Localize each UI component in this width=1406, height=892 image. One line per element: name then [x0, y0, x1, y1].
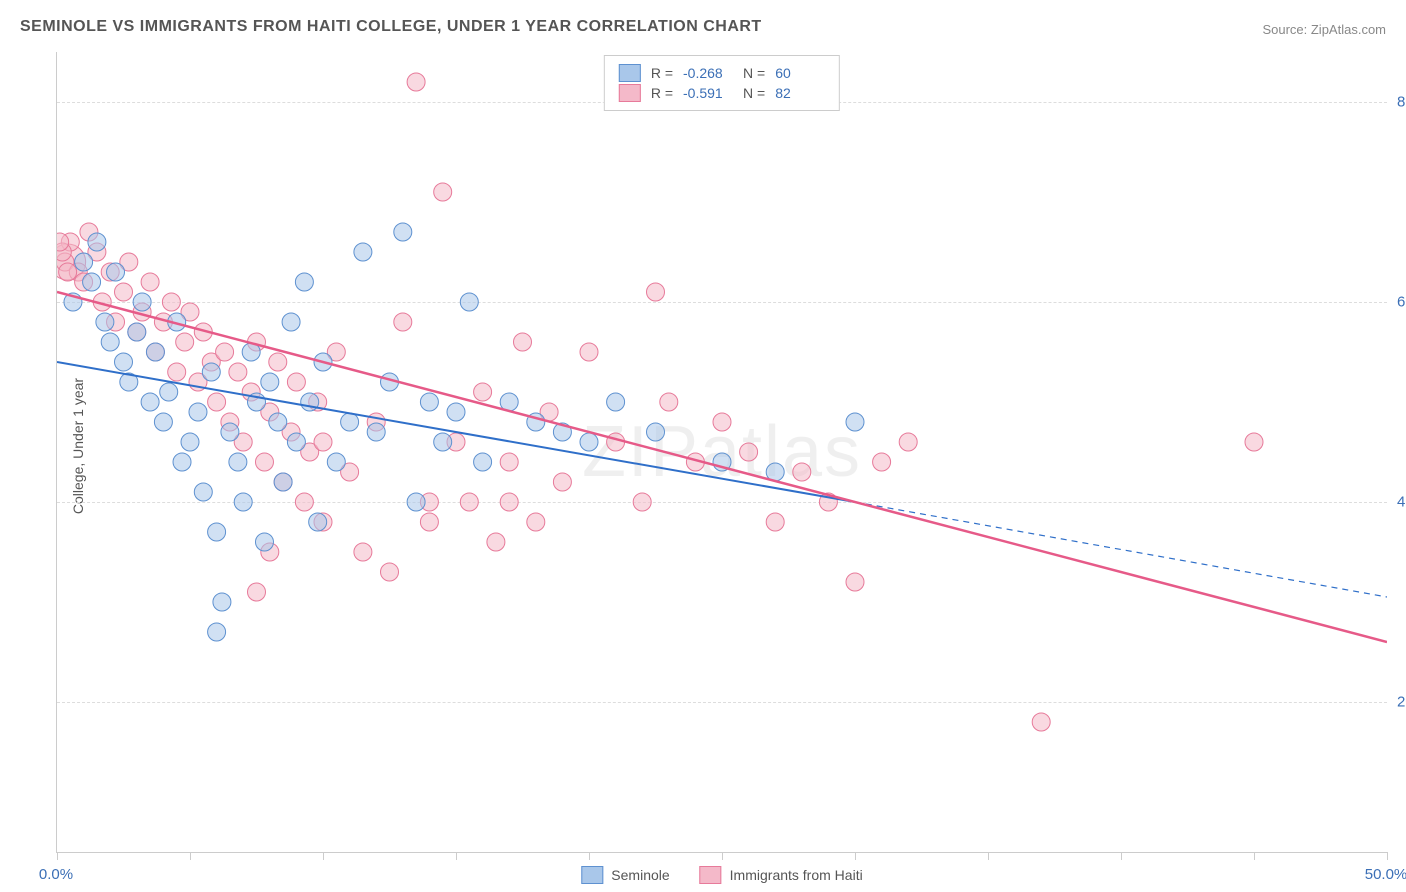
y-tick-label: 20.0% — [1397, 694, 1406, 711]
x-tick-label: 50.0% — [1365, 866, 1406, 883]
r-value-haiti: -0.591 — [683, 85, 733, 101]
y-tick-label: 80.0% — [1397, 94, 1406, 111]
chart-title: SEMINOLE VS IMMIGRANTS FROM HAITI COLLEG… — [20, 18, 762, 36]
plot-area: ZIPatlas R = -0.268 N = 60 R = -0.591 N … — [56, 52, 1387, 853]
x-tick-label: 0.0% — [39, 866, 73, 883]
y-tick-label: 60.0% — [1397, 294, 1406, 311]
legend-row-haiti: R = -0.591 N = 82 — [619, 84, 825, 102]
n-value-seminole: 60 — [775, 65, 825, 81]
x-axis-labels: 0.0%50.0% — [56, 852, 1386, 882]
r-value-seminole: -0.268 — [683, 65, 733, 81]
n-label: N = — [743, 65, 765, 81]
correlation-legend: R = -0.268 N = 60 R = -0.591 N = 82 — [604, 55, 840, 111]
source-label: Source: ZipAtlas.com — [1262, 22, 1386, 37]
n-label: N = — [743, 85, 765, 101]
n-value-haiti: 82 — [775, 85, 825, 101]
r-label: R = — [651, 65, 673, 81]
y-tick-label: 40.0% — [1397, 494, 1406, 511]
r-label: R = — [651, 85, 673, 101]
swatch-seminole-icon — [619, 64, 641, 82]
swatch-haiti-icon — [619, 84, 641, 102]
chart-svg — [57, 52, 1387, 852]
chart-container: SEMINOLE VS IMMIGRANTS FROM HAITI COLLEG… — [0, 0, 1406, 892]
legend-row-seminole: R = -0.268 N = 60 — [619, 64, 825, 82]
x-tick — [1387, 852, 1388, 860]
